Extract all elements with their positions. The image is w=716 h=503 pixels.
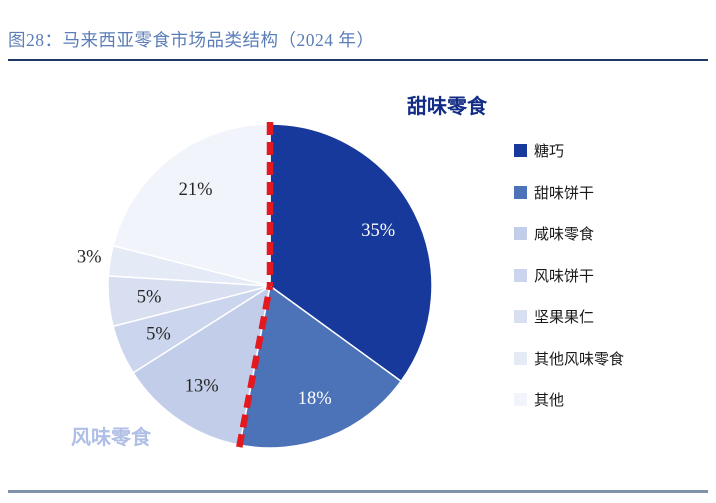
slice-value-label: 13% xyxy=(185,376,219,396)
legend-item: 糖巧 xyxy=(514,130,624,172)
legend-item: 其他风味零食 xyxy=(514,338,624,380)
legend-swatch xyxy=(514,227,527,241)
chart-legend: 糖巧甜味饼干咸味零食风味饼干坚果果仁其他风味零食 其他 xyxy=(514,130,624,421)
legend-swatch xyxy=(514,351,527,365)
legend-item: 风味饼干 xyxy=(514,255,624,297)
slice-value-label: 35% xyxy=(361,221,395,241)
legend-label: 坚果果仁 xyxy=(534,310,595,327)
legend-label: 其他风味零食 xyxy=(534,351,625,368)
slice-value-label: 3% xyxy=(77,247,102,267)
slice-value-label: 21% xyxy=(179,180,213,200)
title-divider xyxy=(8,59,708,61)
legend-label: 甜味饼干 xyxy=(534,185,595,202)
legend-swatch xyxy=(514,310,527,324)
legend-item: 坚果果仁 xyxy=(514,296,624,338)
pie-slice-2 xyxy=(238,285,402,449)
legend-swatch xyxy=(514,393,527,407)
divider-dashed-line xyxy=(236,285,274,448)
group-label-sweet-snacks: 甜味零食 xyxy=(407,96,487,118)
slice-value-label: 5% xyxy=(137,287,162,307)
figure-title: 图28：马来西亚零食市场品类结构（2024 年） xyxy=(8,30,375,50)
legend-swatch xyxy=(514,144,527,158)
legend-label: 糖巧 xyxy=(534,144,565,161)
slice-value-label: 18% xyxy=(298,389,332,409)
pie-slice-3 xyxy=(132,285,271,446)
legend-swatch xyxy=(514,185,527,199)
legend-item: 其他 xyxy=(514,379,624,421)
slice-value-label: 5% xyxy=(146,324,171,344)
pie-slice-1 xyxy=(269,123,433,382)
pie-slice-7 xyxy=(112,123,271,287)
legend-item: 咸味零食 xyxy=(514,213,624,255)
legend-swatch xyxy=(514,268,527,282)
legend-label: 风味饼干 xyxy=(534,268,595,285)
legend-label: 其他 xyxy=(534,393,565,410)
legend-label: 咸味零食 xyxy=(534,227,595,244)
bottom-border xyxy=(8,490,708,493)
legend-item: 甜味饼干 xyxy=(514,172,624,214)
group-label-flavored-snacks: 风味零食 xyxy=(71,427,151,449)
